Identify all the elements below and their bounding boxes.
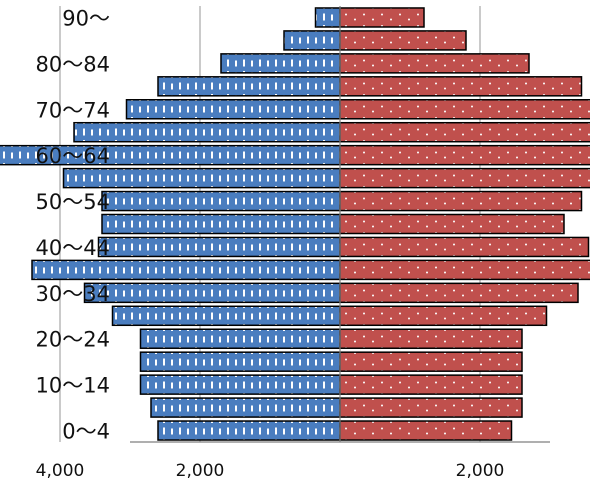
- bar-right-17: [340, 31, 466, 50]
- age-label: 10～14: [36, 374, 110, 398]
- bar-left-2: [141, 375, 341, 394]
- bar-left-10: [102, 192, 340, 211]
- bar-right-6: [340, 283, 578, 302]
- age-label: 50～54: [36, 190, 110, 214]
- age-group-labels: 0～4 10～14 20～24 30～34 40～44 50～54 60～64 70～74 80…: [36, 6, 110, 443]
- bar-left-0: [158, 421, 340, 440]
- bar-left-8: [99, 237, 341, 256]
- bar-right-12: [340, 146, 590, 165]
- bar-left-4: [141, 329, 341, 348]
- bar-left-14: [127, 100, 341, 119]
- bar-right-15: [340, 77, 582, 96]
- bar-right-7: [340, 260, 590, 279]
- age-label: 20～24: [36, 328, 110, 352]
- bar-right-2: [340, 375, 522, 394]
- bar-left-9: [102, 215, 340, 234]
- bar-right-14: [340, 100, 590, 119]
- bar-right-11: [340, 169, 590, 188]
- age-label: 80～84: [36, 52, 110, 76]
- age-label: 70～74: [36, 98, 110, 122]
- bar-right-0: [340, 421, 512, 440]
- age-label: 90～: [62, 6, 110, 30]
- bar-left-7: [32, 260, 340, 279]
- bar-right-8: [340, 237, 589, 256]
- x-tick-label: 2,000: [456, 461, 505, 481]
- x-tick-label: 4,000: [36, 461, 85, 481]
- bar-right-10: [340, 192, 582, 211]
- age-label: 30～34: [36, 282, 110, 306]
- age-label: 40～44: [36, 236, 110, 260]
- age-label: 60～64: [36, 144, 110, 168]
- bar-right-16: [340, 54, 529, 73]
- bar-left-11: [64, 169, 341, 188]
- bar-right-13: [340, 123, 590, 142]
- right-series-bars: [340, 8, 590, 440]
- bar-left-15: [158, 77, 340, 96]
- bar-left-6: [85, 283, 341, 302]
- bar-left-16: [221, 54, 340, 73]
- bar-left-18: [316, 8, 341, 27]
- bar-right-3: [340, 352, 522, 371]
- bar-left-5: [113, 306, 341, 325]
- bar-right-18: [340, 8, 424, 27]
- bar-left-13: [74, 123, 340, 142]
- bar-right-4: [340, 329, 522, 348]
- bar-left-17: [284, 31, 340, 50]
- bar-left-3: [141, 352, 341, 371]
- bar-right-1: [340, 398, 522, 417]
- bar-right-5: [340, 306, 547, 325]
- bar-left-1: [151, 398, 340, 417]
- bar-right-9: [340, 215, 564, 234]
- x-tick-label: 2,000: [176, 461, 225, 481]
- age-label: 0～4: [62, 420, 110, 444]
